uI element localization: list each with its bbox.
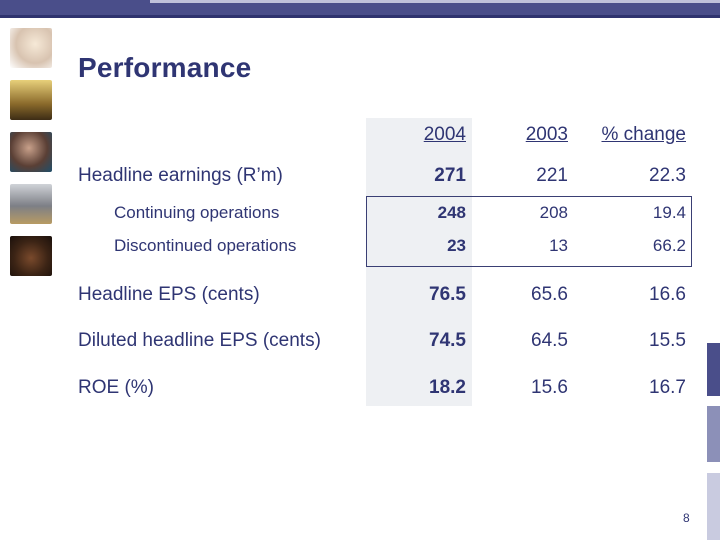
thumbnail-image-2 xyxy=(10,80,52,120)
cell-discontinued-2003: 13 xyxy=(549,236,568,255)
cell-headline-eps-change: 16.6 xyxy=(649,284,686,305)
thumbnail-image-1 xyxy=(10,28,52,68)
highlight-column-2004 xyxy=(366,118,472,406)
cell-headline-earnings-2004: 271 xyxy=(434,165,466,186)
top-banner xyxy=(0,0,720,18)
cell-diluted-eps-2003: 64.5 xyxy=(531,330,568,351)
row-label-diluted-headline-eps: Diluted headline EPS (cents) xyxy=(78,330,321,351)
thumbnail-image-3 xyxy=(10,132,52,172)
cell-headline-earnings-change: 22.3 xyxy=(649,165,686,186)
cell-discontinued-2004: 23 xyxy=(447,236,466,255)
column-header-2003: 2003 xyxy=(525,124,568,145)
cell-discontinued-change: 66.2 xyxy=(652,236,686,255)
cell-roe-2004: 18.2 xyxy=(429,377,466,398)
cell-continuing-2003: 208 xyxy=(539,203,568,222)
cell-headline-earnings-2003: 221 xyxy=(536,165,568,186)
thumbnail-image-4 xyxy=(10,184,52,224)
top-banner-line xyxy=(0,15,720,18)
row-label-headline-eps: Headline EPS (cents) xyxy=(78,284,260,305)
cell-roe-2003: 15.6 xyxy=(531,377,568,398)
page-title: Performance xyxy=(78,52,252,83)
row-label-roe: ROE (%) xyxy=(78,377,154,398)
cell-continuing-change: 19.4 xyxy=(652,203,686,222)
cell-continuing-2004: 248 xyxy=(437,203,466,222)
side-bar-dark xyxy=(707,343,720,396)
top-banner-accent xyxy=(150,0,720,3)
thumbnail-image-5 xyxy=(10,236,52,276)
row-label-headline-earnings: Headline earnings (R’m) xyxy=(78,165,283,186)
row-label-continuing-operations: Continuing operations xyxy=(114,203,280,222)
cell-roe-change: 16.7 xyxy=(649,377,686,398)
cell-diluted-eps-change: 15.5 xyxy=(649,330,686,351)
page-number: 8 xyxy=(683,511,690,525)
side-bar-light xyxy=(707,473,720,540)
row-label-discontinued-operations: Discontinued operations xyxy=(114,236,297,255)
cell-diluted-eps-2004: 74.5 xyxy=(429,330,466,351)
continuing-discontinued-box xyxy=(366,196,692,267)
side-bar-medium xyxy=(707,406,720,462)
column-header-change: % change xyxy=(601,124,686,145)
column-header-2004: 2004 xyxy=(423,124,466,145)
cell-headline-eps-2003: 65.6 xyxy=(531,284,568,305)
cell-headline-eps-2004: 76.5 xyxy=(429,284,466,305)
